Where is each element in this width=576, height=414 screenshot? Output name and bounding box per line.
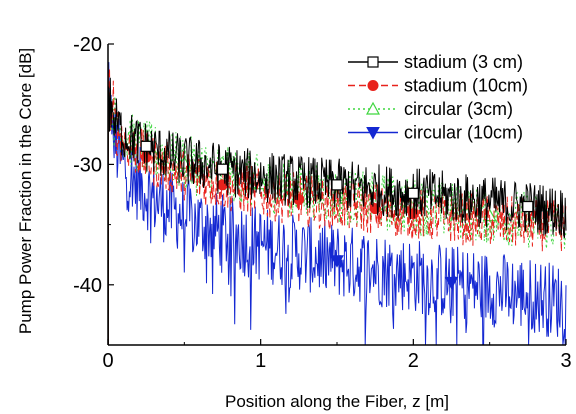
y-tick-label-2: -40 [73,275,102,297]
legend-label-3: circular (10cm) [404,123,523,143]
y-axis-title: Pump Power Fraction in the Core [dB] [16,48,35,334]
series-marker-3-1 [444,276,459,290]
legend-item-0: stadium (3 cm) [348,52,523,72]
y-tick-label-1: -30 [73,154,102,176]
legend-item-3: circular (10cm) [348,123,523,143]
ticks-layer: 0 1 2 3 -20 -30 -40 [73,34,571,372]
legend-label-2: circular (3cm) [404,99,513,119]
legend-item-2: circular (3cm) [348,99,513,119]
legend: stadium (3 cm) stadium (10cm) circular (3c… [348,52,528,143]
series-marker-3-0 [330,255,344,268]
series-marker-0-1 [216,163,229,175]
legend-marker-2 [365,101,381,115]
series-0 [107,77,567,345]
legend-marker-3 [366,127,380,140]
legend-marker-0 [367,56,379,68]
legend-item-1: stadium (10cm) [348,76,528,96]
y-tick-label-0: -20 [73,34,102,56]
x-tick-label-2: 2 [408,350,419,372]
series-line-0 [107,77,567,239]
series-marker-0-4 [522,200,534,213]
series-marker-0-2 [331,179,343,191]
series-line-3 [107,62,567,346]
legend-label-0: stadium (3 cm) [404,52,523,72]
x-tick-label-1: 1 [255,350,266,372]
legend-label-1: stadium (10cm) [404,76,528,96]
series-marker-0-0 [140,140,152,152]
x-tick-label-0: 0 [102,350,113,372]
x-axis-title: Position along the Fiber, z [m] [225,392,449,411]
x-tick-label-3: 3 [560,350,571,372]
series-marker-0-3 [407,187,419,199]
legend-marker-1 [367,80,379,91]
